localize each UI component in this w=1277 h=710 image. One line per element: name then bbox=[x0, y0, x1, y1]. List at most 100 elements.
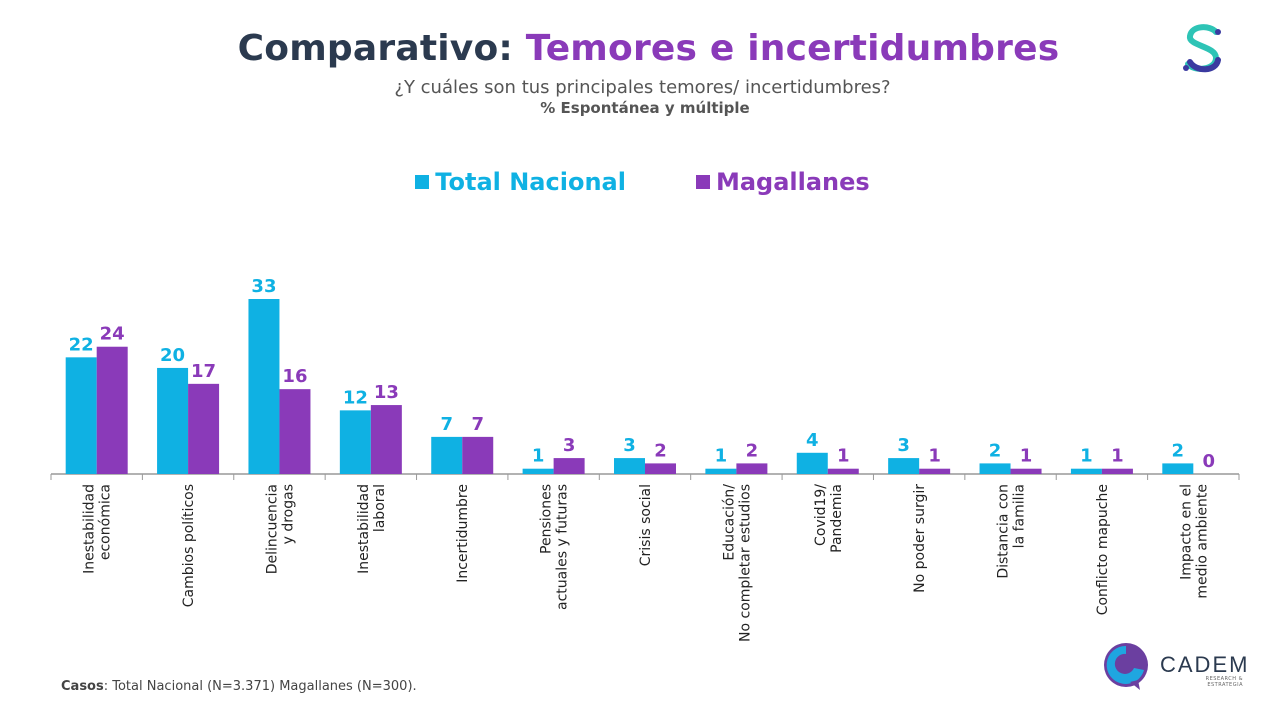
category-label: Inestabilidadeconómica bbox=[82, 484, 114, 574]
category-label: Conflicto mapuche bbox=[1095, 484, 1111, 615]
category-label-line: Educación/ bbox=[721, 484, 737, 561]
bar-total bbox=[796, 452, 828, 474]
bar-magallanes bbox=[919, 468, 951, 474]
page-title: Comparativo: Temores e incertidumbres bbox=[0, 28, 1277, 69]
bar-total bbox=[614, 458, 645, 474]
footer-cases: Casos: Total Nacional (N=3.371) Magallan… bbox=[61, 679, 417, 694]
category-label: Delincuenciay drogas bbox=[264, 484, 296, 574]
data-label-total: 1 bbox=[532, 446, 545, 467]
data-label-total: 22 bbox=[69, 334, 94, 355]
legend-item-magallanes: Magallanes bbox=[695, 168, 870, 196]
data-label-total: 12 bbox=[343, 387, 368, 408]
chart-subtitle: ¿Y cuáles son tus principales temores/ i… bbox=[394, 77, 891, 98]
bar-magallanes bbox=[370, 405, 402, 474]
category-label-text: Distancia conla familia bbox=[996, 484, 1028, 579]
bar-magallanes bbox=[553, 458, 585, 474]
category-label-line: Inestabilidad bbox=[82, 484, 98, 574]
category-label-text: Inestabilidadeconómica bbox=[82, 484, 114, 574]
category-label: Cambios políticos bbox=[181, 484, 197, 607]
category-label-line: Crisis social bbox=[638, 484, 654, 566]
cadem-logo-icon bbox=[1104, 643, 1148, 690]
chart-note: % Espontánea y múltiple bbox=[540, 99, 750, 117]
data-label-magallanes: 1 bbox=[1020, 446, 1033, 467]
category-label-line: No poder surgir bbox=[912, 484, 928, 593]
category-label: Covid19/Pandemia bbox=[813, 484, 845, 553]
bar-magallanes bbox=[279, 389, 311, 474]
bar-total bbox=[1162, 463, 1194, 474]
data-label-total: 4 bbox=[806, 430, 819, 451]
bar-magallanes bbox=[827, 468, 859, 474]
category-label-text: Incertidumbre bbox=[455, 484, 471, 583]
bar-total bbox=[339, 410, 371, 474]
data-label-total: 7 bbox=[440, 414, 453, 435]
category-label-line: Conflicto mapuche bbox=[1095, 484, 1111, 615]
bar-total bbox=[157, 367, 189, 474]
bar-total bbox=[888, 458, 920, 474]
category-label-text: Inestabilidadlaboral bbox=[356, 484, 388, 574]
category-label-line: Pandemia bbox=[829, 484, 845, 553]
data-label-magallanes: 13 bbox=[374, 382, 399, 403]
category-label-line: y drogas bbox=[280, 484, 296, 544]
category-label: Impacto en elmedio ambiente bbox=[1178, 484, 1210, 599]
data-label-total: 1 bbox=[715, 446, 728, 467]
data-label-magallanes: 1 bbox=[1111, 446, 1124, 467]
category-label-text: Conflicto mapuche bbox=[1095, 484, 1111, 615]
category-label-text: No poder surgir bbox=[912, 484, 928, 593]
data-label-magallanes: 3 bbox=[563, 435, 576, 456]
bar-total bbox=[1070, 468, 1102, 474]
data-label-magallanes: 17 bbox=[191, 361, 216, 382]
data-label-magallanes: 7 bbox=[471, 414, 484, 435]
category-label-text: Covid19/Pandemia bbox=[813, 484, 845, 553]
data-label-total: 1 bbox=[1080, 446, 1093, 467]
category-label-line: Incertidumbre bbox=[455, 484, 471, 583]
brand-tagline: RESEARCH & ESTRATEGIA bbox=[1205, 676, 1243, 688]
category-label-line: No completar estudios bbox=[737, 484, 753, 642]
category-label: No poder surgir bbox=[912, 484, 928, 593]
chart-legend: Total Nacional Magallanes bbox=[0, 168, 1277, 196]
data-label-total: 2 bbox=[989, 440, 1002, 461]
category-label-line: Covid19/ bbox=[813, 484, 829, 546]
data-label-magallanes: 1 bbox=[837, 446, 850, 467]
bar-magallanes bbox=[1010, 468, 1042, 474]
data-label-magallanes: 24 bbox=[100, 324, 125, 345]
category-label: Educación/No completar estudios bbox=[721, 484, 753, 642]
bar-total bbox=[705, 468, 737, 474]
category-label-text: Educación/No completar estudios bbox=[721, 484, 753, 642]
category-label-line: Pensiones bbox=[539, 484, 555, 554]
bar-total bbox=[431, 436, 463, 474]
data-label-magallanes: 2 bbox=[746, 440, 759, 461]
bar-magallanes bbox=[188, 383, 220, 474]
category-label: Incertidumbre bbox=[455, 484, 471, 583]
bar-total bbox=[522, 468, 554, 474]
legend-swatch-total bbox=[415, 175, 430, 189]
bar-total bbox=[248, 299, 280, 474]
data-label-magallanes: 1 bbox=[928, 446, 941, 467]
bar-magallanes bbox=[736, 463, 768, 474]
category-label: Pensionesactuales y futuras bbox=[539, 484, 571, 610]
bar-magallanes bbox=[645, 463, 676, 474]
category-label-text: Impacto en elmedio ambiente bbox=[1178, 484, 1210, 599]
category-label-line: Distancia con bbox=[996, 484, 1012, 579]
title-part-1: Comparativo: bbox=[237, 28, 513, 69]
category-label-text: Cambios políticos bbox=[181, 484, 197, 607]
data-label-total: 3 bbox=[623, 435, 636, 456]
legend-item-total: Total Nacional bbox=[415, 168, 626, 196]
legend-label-magallanes: Magallanes bbox=[715, 168, 870, 196]
footer-label: Casos bbox=[61, 679, 104, 694]
data-label-total: 2 bbox=[1172, 440, 1185, 461]
category-label: Inestabilidadlaboral bbox=[356, 484, 388, 574]
category-label-line: Cambios políticos bbox=[181, 484, 197, 607]
bar-total bbox=[979, 463, 1011, 474]
brand-s-logo-icon bbox=[1183, 24, 1221, 73]
category-label-text: Pensionesactuales y futuras bbox=[539, 484, 571, 610]
footer-text: : Total Nacional (N=3.371) Magallanes (N… bbox=[103, 679, 417, 694]
legend-label-total: Total Nacional bbox=[435, 168, 626, 196]
category-label-line: Delincuencia bbox=[264, 484, 280, 574]
bar-magallanes bbox=[96, 346, 128, 474]
title-part-2: Temores e incertidumbres bbox=[525, 28, 1060, 69]
data-label-total: 3 bbox=[897, 435, 910, 456]
category-label-line: actuales y futuras bbox=[555, 484, 571, 610]
category-label-line: Inestabilidad bbox=[356, 484, 372, 574]
category-label-text: Delincuenciay drogas bbox=[264, 484, 296, 574]
